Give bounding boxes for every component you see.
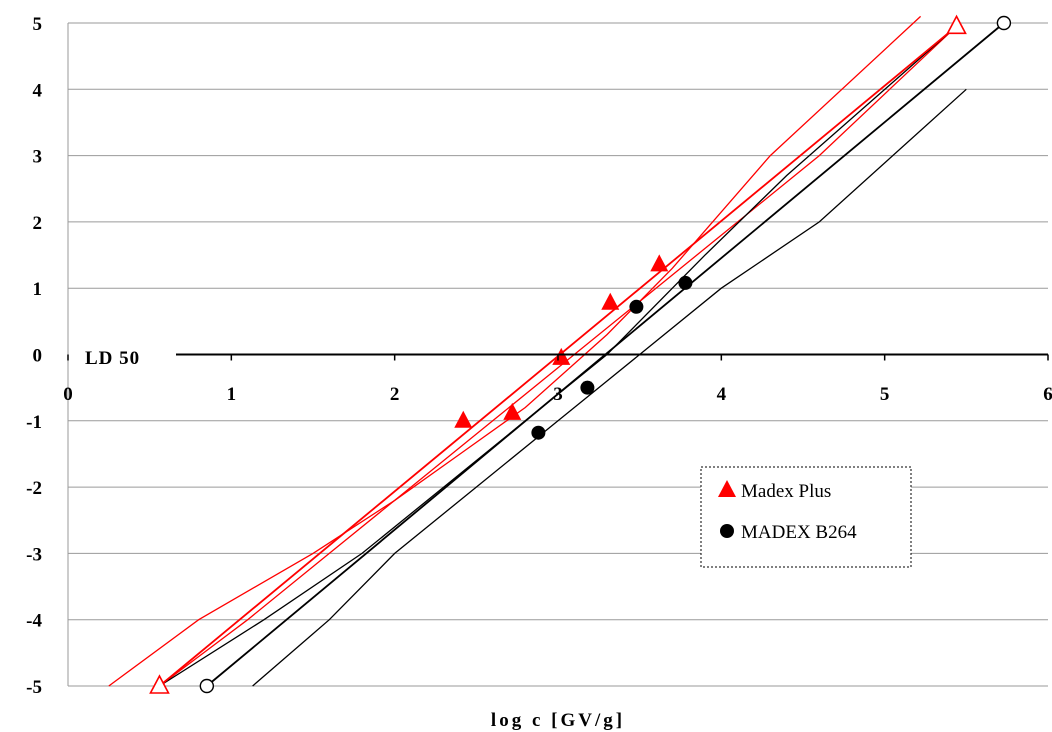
legend-label-madex-plus: Madex Plus bbox=[741, 481, 831, 502]
x-tick-label: 4 bbox=[717, 384, 727, 405]
data-point-circle bbox=[678, 275, 693, 290]
open-point-triangle bbox=[946, 14, 967, 35]
ld50-label: LD 50 bbox=[85, 348, 140, 369]
x-tick-label: 3 bbox=[553, 384, 563, 405]
open-point-circle bbox=[199, 678, 215, 694]
x-tick-label: 2 bbox=[390, 384, 400, 405]
x-tick-label: 6 bbox=[1043, 384, 1052, 405]
y-tick-label: -1 bbox=[26, 412, 42, 433]
y-tick-label: 3 bbox=[33, 147, 43, 168]
y-tick-label: 2 bbox=[33, 213, 43, 234]
x-axis bbox=[67, 353, 1049, 361]
x-tick-label: 1 bbox=[227, 384, 237, 405]
y-tick-label: 5 bbox=[33, 14, 43, 35]
data-point-circle bbox=[629, 299, 644, 314]
legend-circle-icon bbox=[720, 524, 734, 538]
data-point-circle bbox=[580, 380, 595, 395]
data-point-triangle bbox=[650, 254, 669, 272]
x-tick-label: 0 bbox=[63, 384, 73, 405]
x-axis-ticks: 0 1 2 3 4 5 6 bbox=[63, 384, 1052, 405]
y-axis-ticks: 5 4 3 2 1 0 -1 -2 -3 -4 -5 bbox=[26, 14, 42, 698]
data-point-circle bbox=[531, 425, 546, 440]
confidence-band-line bbox=[159, 25, 957, 687]
y-tick-label: -2 bbox=[26, 478, 42, 499]
y-tick-label: 4 bbox=[33, 80, 43, 101]
legend-box bbox=[700, 466, 912, 568]
confidence-band-line bbox=[252, 88, 967, 687]
x-tick-label: 5 bbox=[880, 384, 890, 405]
legend: Madex Plus MADEX B264 bbox=[700, 466, 912, 568]
legend-label-madex-b264: MADEX B264 bbox=[741, 522, 857, 543]
open-point-triangle bbox=[149, 674, 170, 694]
y-tick-label: -3 bbox=[26, 544, 42, 565]
confidence-bands bbox=[108, 15, 967, 687]
data-markers bbox=[149, 14, 1012, 694]
y-tick-label: 1 bbox=[33, 279, 43, 300]
data-point-triangle bbox=[601, 292, 620, 310]
open-point-circle bbox=[996, 15, 1012, 31]
x-axis-title: log c [GV/g] bbox=[491, 710, 625, 731]
y-tick-label: -5 bbox=[26, 677, 42, 698]
data-point-triangle bbox=[552, 347, 571, 365]
data-point-triangle bbox=[503, 402, 522, 420]
legend-triangle-icon bbox=[718, 480, 736, 497]
data-point-triangle bbox=[454, 410, 473, 428]
y-tick-label: 0 bbox=[33, 346, 43, 367]
y-tick-label: -4 bbox=[26, 611, 42, 632]
confidence-band-line bbox=[108, 15, 922, 687]
